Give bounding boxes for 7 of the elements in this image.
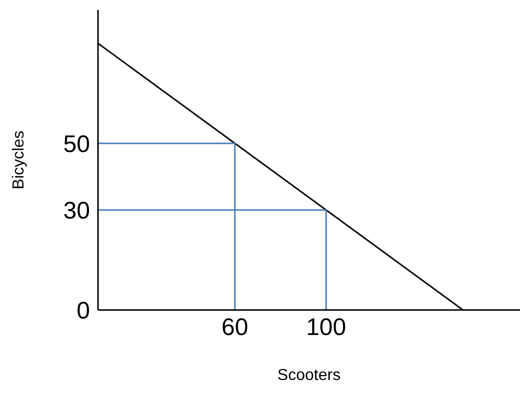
y-axis-title: Bicycles bbox=[10, 130, 28, 190]
y-tick-label: 50 bbox=[63, 130, 90, 158]
y-tick-label: 30 bbox=[63, 198, 90, 225]
x-axis-title: Scooters bbox=[277, 367, 341, 384]
y-tick-label: 0 bbox=[76, 298, 90, 325]
x-tick-label: 100 bbox=[306, 314, 346, 342]
x-tick-label: 60 bbox=[222, 314, 248, 342]
